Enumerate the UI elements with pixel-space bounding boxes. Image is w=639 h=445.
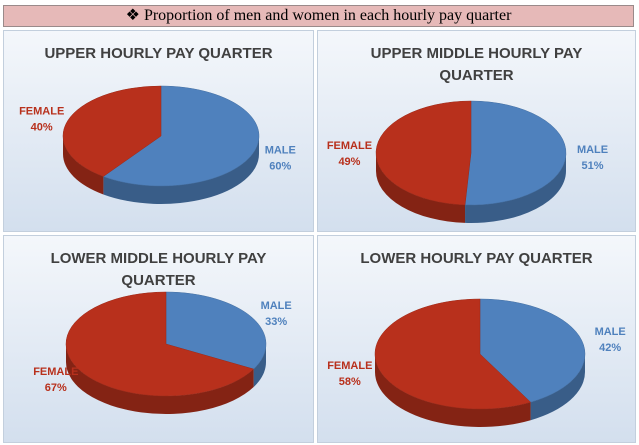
slice-label: FEMALE bbox=[327, 360, 372, 372]
slice-value-label: 49% bbox=[338, 156, 360, 168]
chart-panel: MALE 42% FEMALE 58% LOWER HOURLY PAY QUARTER bbox=[317, 235, 636, 443]
pie-slice-side bbox=[253, 344, 266, 388]
pie-chart: MALE 42% FEMALE 58% bbox=[327, 298, 626, 427]
slice-value-label: 42% bbox=[599, 342, 621, 354]
slice-label: FEMALE bbox=[19, 106, 64, 118]
pie-slice bbox=[375, 100, 472, 206]
pie-slice-side bbox=[465, 153, 566, 223]
slice-label: FEMALE bbox=[33, 366, 78, 378]
slice-value-label: 40% bbox=[31, 122, 53, 134]
slice-value-label: 58% bbox=[339, 376, 361, 388]
pie-slice-side bbox=[63, 136, 104, 195]
pie-chart: MALE 60% FEMALE 40% bbox=[19, 85, 296, 204]
slice-label: MALE bbox=[577, 144, 608, 156]
slice-label: MALE bbox=[595, 326, 626, 338]
chart-panel: MALE 51% FEMALE 49% UPPER MIDDLE HOURLY PAY … bbox=[317, 30, 636, 232]
chart-title: UPPER HOURLY PAY QUARTER bbox=[44, 45, 273, 62]
pie-slice bbox=[165, 291, 267, 370]
slice-label: MALE bbox=[261, 300, 292, 312]
pie-slice bbox=[479, 298, 586, 403]
pie-slice bbox=[65, 291, 255, 397]
chart-panel: MALE 60% FEMALE 40% UPPER HOURLY PAY QUARTER bbox=[3, 30, 314, 232]
pie-slice bbox=[374, 298, 532, 410]
pie-slice bbox=[62, 85, 162, 177]
pie-slice-side bbox=[530, 354, 585, 421]
slice-value-label: 60% bbox=[269, 160, 291, 172]
slice-value-label: 67% bbox=[45, 382, 67, 394]
chart-panel: MALE 33% FEMALE 67% LOWER MIDDLE HOURLY PAY … bbox=[3, 235, 314, 443]
pie-chart: MALE 51% FEMALE 49% bbox=[327, 100, 608, 223]
slice-label: FEMALE bbox=[327, 140, 372, 152]
slice-label: MALE bbox=[265, 144, 296, 156]
pie-slice-side bbox=[66, 344, 254, 414]
slice-value-label: 51% bbox=[582, 160, 604, 172]
pie-slice bbox=[464, 100, 567, 206]
pie-slice-side bbox=[376, 153, 466, 223]
slice-value-label: 33% bbox=[265, 316, 287, 328]
chart-title: LOWER MIDDLE HOURLY PAY QUARTER bbox=[50, 250, 267, 289]
pie-slice bbox=[102, 85, 260, 187]
chart-title: UPPER MIDDLE HOURLY PAY QUARTER bbox=[370, 45, 583, 84]
pie-chart: MALE 33% FEMALE 67% bbox=[33, 291, 292, 414]
header-title: ❖ Proportion of men and women in each ho… bbox=[3, 5, 634, 27]
chart-title: LOWER HOURLY PAY QUARTER bbox=[360, 250, 593, 267]
pie-slice-side bbox=[103, 136, 259, 204]
